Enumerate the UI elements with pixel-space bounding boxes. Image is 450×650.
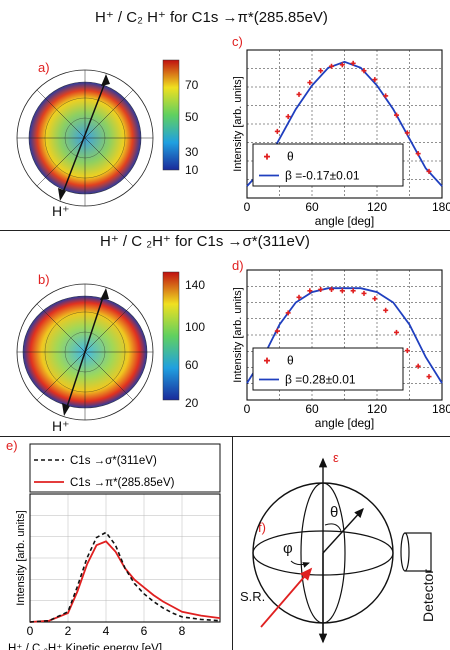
y-axis-label: Intensity [arb. units]: [232, 76, 244, 171]
theta-label: θ: [330, 504, 339, 521]
phi-label: φ: [283, 540, 293, 557]
polar-plot-a: [16, 59, 180, 207]
x-tick-label: 4: [103, 624, 110, 638]
epsilon-label: ε: [333, 450, 339, 465]
title-top: H⁺ / C₂ H⁺ for C1s →π*(285.85eV): [95, 9, 328, 26]
x-tick-label: 0: [244, 200, 251, 214]
y-axis-label: Intensity [arb. units]: [232, 287, 244, 382]
x-tick-label: 120: [367, 402, 387, 416]
x-axis-label: H⁺ / C ₂H⁺ Kinetic energy [eV]: [8, 643, 162, 650]
detector-label: Detector: [420, 569, 436, 622]
panel-label-b: b): [38, 272, 50, 287]
colorbar-b-tick-3: 60: [185, 358, 199, 372]
plot-frame: [246, 49, 443, 199]
colorbar-b-tick-1: 140: [185, 278, 206, 292]
chart-e: 0 2 4 6 8 H⁺ / C ₂H⁺ Kinetic energy [eV] Inten…: [8, 443, 221, 650]
legend-box: [252, 347, 404, 391]
legend-entry: β =-0.17±0.01: [285, 169, 360, 183]
sphere-diagram-f: [252, 457, 432, 644]
x-tick-label: 60: [305, 200, 319, 214]
y-axis-label: Intensity [arb. units]: [15, 510, 27, 605]
chart-d: 0 60 120 180 angle [deg] Intensity [arb. unit…: [232, 269, 450, 430]
sr-label: S.R.: [240, 589, 266, 604]
title-middle: H⁺ / C ₂H⁺ for C1s →σ*(311eV): [100, 233, 310, 250]
series-sigma-line: [29, 531, 221, 623]
x-tick-label: 0: [27, 624, 34, 638]
x-tick-label: 6: [141, 624, 148, 638]
panel-label-d: d): [232, 258, 244, 273]
legend-entry: θ: [287, 150, 294, 164]
ion-label-b: H⁺: [52, 418, 70, 434]
panel-label-c: c): [232, 34, 243, 49]
ion-label-a: H⁺: [52, 203, 70, 219]
x-tick-label: 2: [65, 624, 72, 638]
x-tick-label: 60: [305, 402, 319, 416]
fit-line: [246, 60, 443, 187]
fit-line: [246, 287, 443, 384]
x-axis-label: angle [deg]: [315, 214, 374, 228]
x-tick-label: 8: [179, 624, 186, 638]
legend-box: [29, 443, 221, 493]
panel-label-e: e): [6, 438, 18, 453]
legend-box: [252, 143, 404, 187]
legend-entry-sigma: C1s →σ*(311eV): [70, 455, 157, 467]
colorbar-a-tick-2: 50: [185, 110, 199, 124]
polar-plot-b: [16, 271, 180, 421]
panel-label-a: a): [38, 60, 50, 75]
x-tick-label: 180: [432, 200, 450, 214]
divider-1: [0, 230, 450, 231]
x-tick-label: 180: [432, 402, 450, 416]
legend-entry: θ: [287, 354, 294, 368]
plot-frame: [29, 493, 221, 623]
colorbar-b-tick-2: 100: [185, 320, 206, 334]
divider-2: [0, 436, 450, 437]
plot-frame: [246, 269, 443, 401]
colorbar-a-tick-4: 10: [185, 163, 199, 177]
x-tick-label: 0: [244, 402, 251, 416]
legend-entry-pi: C1s →π*(285.85eV): [70, 477, 175, 489]
colorbar-a-tick-1: 70: [185, 78, 199, 92]
legend-entry: β =0.28±0.01: [285, 373, 356, 387]
x-axis-label: angle [deg]: [315, 416, 374, 430]
sr-arrow: [260, 567, 313, 628]
divider-3: [232, 436, 233, 650]
colorbar-a-tick-3: 30: [185, 145, 199, 159]
ion-direction-arrow: [322, 507, 364, 554]
panel-label-f: f): [258, 520, 266, 535]
x-tick-label: 120: [367, 200, 387, 214]
series-pi-line: [29, 540, 221, 623]
chart-c: 0 60 120 180 angle [deg] Intensity [arb. unit…: [232, 49, 450, 228]
colorbar-b-tick-4: 20: [185, 396, 199, 410]
